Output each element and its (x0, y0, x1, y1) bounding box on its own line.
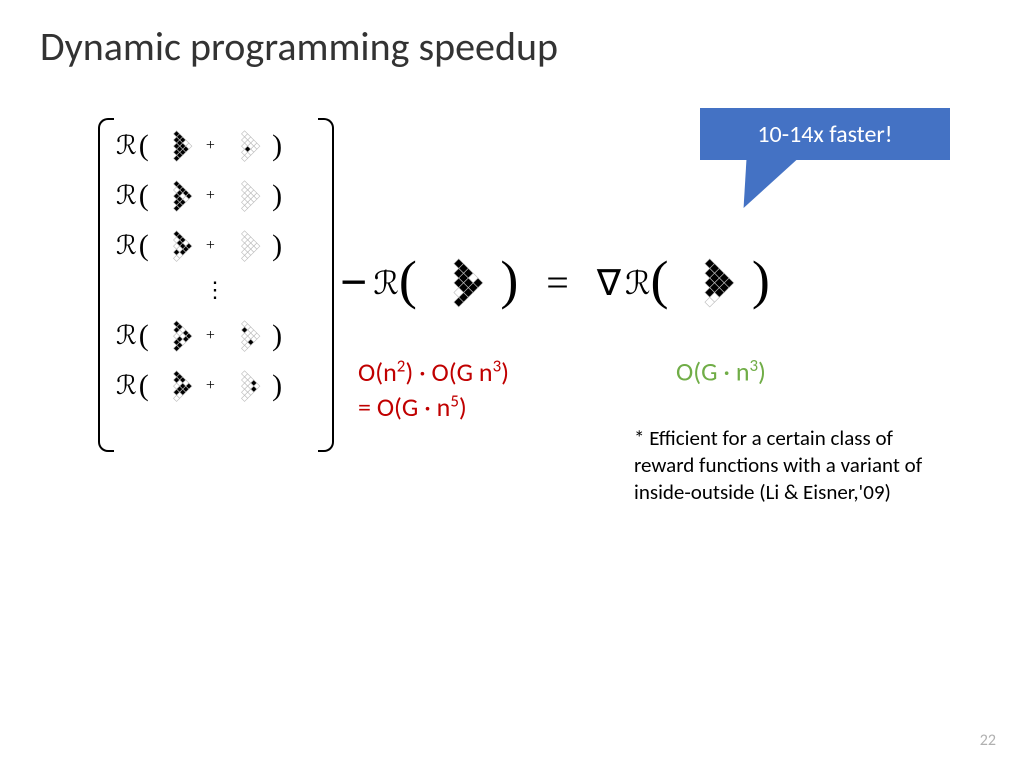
plus-sign: + (206, 327, 215, 345)
vector-row: ℛ( + ) (116, 366, 316, 406)
callout-text: 10-14x faster! (757, 120, 892, 149)
chart-glyph-dense (149, 129, 204, 163)
complexity-left-line2: = O(G · n5) (358, 390, 509, 425)
vector-row: ℛ( + ) (116, 176, 316, 216)
R-symbol: ℛ (373, 264, 399, 302)
rparen: ) (272, 179, 282, 213)
slide: Dynamic programming speedup 10-14x faste… (0, 0, 1024, 768)
rparen: ) (272, 319, 282, 353)
vector-row: ℛ( + ) (116, 316, 316, 356)
reward-vector: ℛ( + )ℛ( + )ℛ( + )⋮ℛ( + )ℛ( + (98, 118, 334, 448)
complexity-left: O(n2) · O(G n3) = O(G · n5) (358, 355, 509, 425)
lparen: ( (399, 264, 417, 296)
page-number: 22 (980, 731, 996, 750)
chart-glyph-dense (149, 229, 204, 263)
rparen: ) (752, 264, 770, 296)
chart-glyph-dense (668, 257, 751, 309)
plus-sign: + (206, 237, 215, 255)
plus-sign: + (206, 187, 215, 205)
lparen: ( (139, 179, 149, 213)
callout-tail (734, 160, 797, 208)
chart-glyph-sparse (217, 319, 272, 353)
bracket-right (318, 118, 334, 452)
complexity-left-line1: O(n2) · O(G n3) (358, 355, 509, 390)
vector-rows: ℛ( + )ℛ( + )ℛ( + )⋮ℛ( + )ℛ( + (116, 126, 316, 406)
R-symbol: ℛ (116, 321, 137, 351)
R-symbol: ℛ (625, 264, 651, 302)
lparen: ( (139, 229, 149, 263)
plus-sign: + (206, 377, 215, 395)
speedup-callout: 10-14x faster! (700, 108, 950, 160)
R-symbol: ℛ (116, 181, 137, 211)
chart-glyph-dense (149, 319, 204, 353)
vector-row: ℛ( + ) (116, 226, 316, 266)
rparen: ) (272, 369, 282, 403)
R-symbol: ℛ (116, 131, 137, 161)
chart-glyph-dense (149, 369, 204, 403)
lparen: ( (139, 319, 149, 353)
lparen: ( (139, 129, 149, 163)
chart-glyph-dense (417, 257, 500, 309)
R-symbol: ℛ (116, 371, 137, 401)
rparen: ) (272, 229, 282, 263)
vdots: ⋮ (116, 276, 316, 306)
bracket-left (98, 118, 114, 452)
plus-sign: + (206, 137, 215, 155)
lparen: ( (650, 264, 668, 296)
nabla-symbol: ∇ (597, 262, 621, 304)
minus-sign: − (340, 255, 367, 310)
chart-glyph-sparse (217, 369, 272, 403)
vector-row: ℛ( + ) (116, 126, 316, 166)
equals-sign: = (546, 259, 569, 306)
chart-glyph-dense (149, 179, 204, 213)
R-symbol: ℛ (116, 231, 137, 261)
chart-glyph-sparse (217, 179, 272, 213)
complexity-right: O(G · n3) (676, 355, 766, 388)
footnote: * Efficient for a certain class of rewar… (634, 425, 934, 506)
rparen: ) (500, 264, 518, 296)
chart-glyph-sparse (217, 129, 272, 163)
lparen: ( (139, 369, 149, 403)
chart-glyph-sparse (217, 229, 272, 263)
main-equation: − ℛ ( ) = ∇ ℛ ( ) (340, 255, 770, 310)
page-title: Dynamic programming speedup (40, 22, 558, 71)
rparen: ) (272, 129, 282, 163)
